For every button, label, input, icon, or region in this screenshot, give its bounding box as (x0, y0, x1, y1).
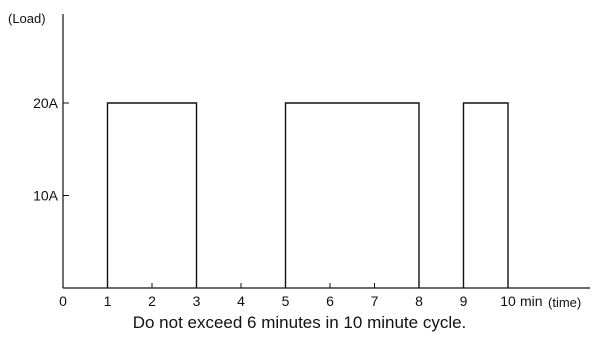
chart-caption: Do not exceed 6 minutes in 10 minute cyc… (132, 313, 467, 332)
load-segment-2 (284, 102, 420, 288)
x-tick-label-6: 6 (326, 293, 334, 309)
x-tick-label-8: 8 (415, 293, 423, 309)
x-tick-label-1: 1 (104, 293, 112, 309)
y-tick-label-10: 10A (33, 188, 59, 204)
load-segment-3 (462, 102, 509, 288)
x-tick-label-3: 3 (193, 293, 201, 309)
x-tick-label-7: 7 (371, 293, 379, 309)
load-segment-1 (106, 102, 198, 288)
x-unit-label: min (520, 293, 543, 309)
x-tick-label-5: 5 (282, 293, 290, 309)
x-tick-label-2: 2 (148, 293, 156, 309)
x-tick-label-0: 0 (59, 293, 67, 309)
x-axis-label: (time) (548, 295, 581, 310)
y-tick-label-20: 20A (33, 95, 59, 111)
x-tick-label-10: 10 (500, 293, 516, 309)
y-axis-label: (Load) (8, 11, 46, 26)
x-tick-label-9: 9 (460, 293, 468, 309)
x-tick-label-4: 4 (237, 293, 245, 309)
